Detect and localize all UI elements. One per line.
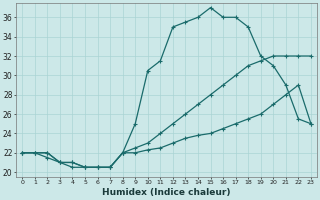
- X-axis label: Humidex (Indice chaleur): Humidex (Indice chaleur): [102, 188, 231, 197]
